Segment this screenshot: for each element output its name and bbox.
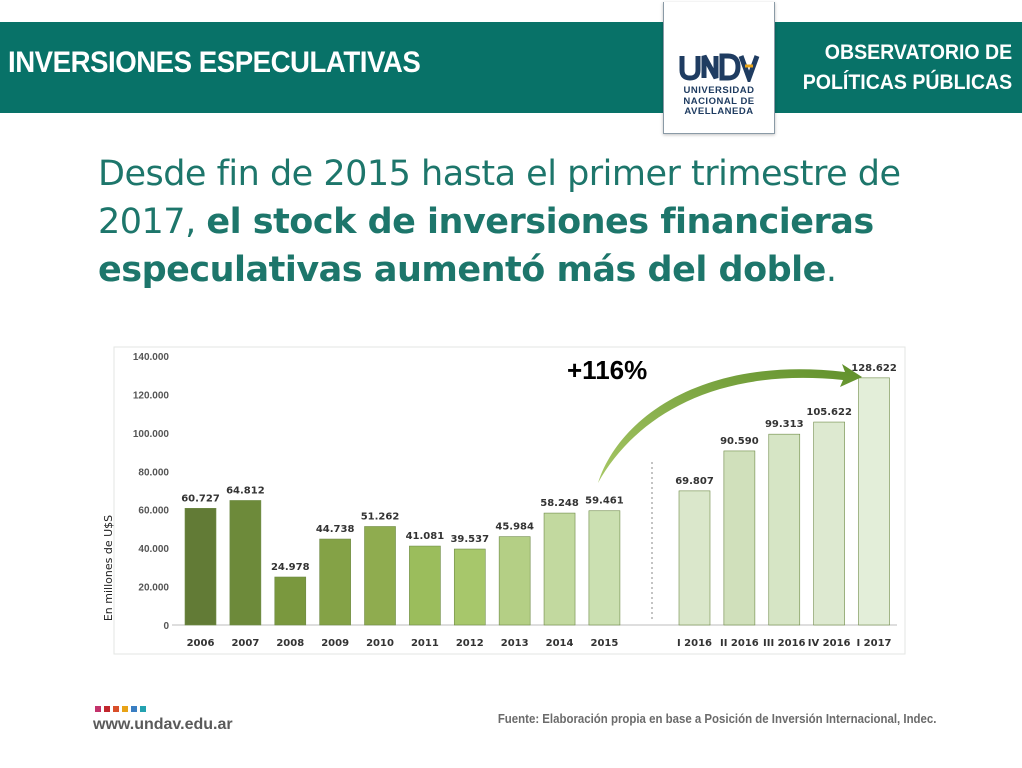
- data-label: 99.313: [765, 419, 804, 430]
- page-title: INVERSIONES ESPECULATIVAS: [8, 46, 421, 79]
- data-label: 58.248: [540, 498, 579, 509]
- bar: [678, 490, 711, 626]
- data-label: 64.812: [226, 485, 265, 496]
- x-tick-label: I 2017: [856, 638, 891, 649]
- y-tick-label: 0: [163, 621, 169, 632]
- headline-end: .: [825, 250, 837, 290]
- data-label: 45.984: [495, 522, 534, 533]
- brand-dot: [104, 706, 110, 712]
- x-tick-label: III 2016: [763, 638, 806, 649]
- brand-dot: [131, 706, 137, 712]
- y-axis-label: En millones de U$S: [102, 515, 115, 621]
- data-label: 24.978: [271, 562, 310, 573]
- x-tick-label: II 2016: [720, 638, 759, 649]
- bar: [858, 377, 890, 626]
- data-label: 105.622: [806, 407, 852, 418]
- x-tick-label: 2010: [366, 638, 394, 649]
- bar: [319, 538, 351, 626]
- bar: [453, 548, 486, 626]
- y-tick-label: 20.000: [138, 583, 169, 594]
- data-label: 51.262: [361, 512, 400, 523]
- logo-line1: UNIVERSIDAD: [683, 85, 755, 96]
- brand-dot: [140, 706, 146, 712]
- undav-logo-text: UNIVERSIDAD NACIONAL DE AVELLANEDA: [664, 85, 774, 118]
- bar: [813, 421, 845, 626]
- header-bar: [0, 22, 1022, 113]
- growth-arrow: [598, 364, 862, 483]
- x-tick-label: 2008: [276, 638, 304, 649]
- x-tick-label: 2009: [321, 638, 349, 649]
- undav-logo[interactable]: UNIVERSIDAD NACIONAL DE AVELLANEDA: [663, 2, 775, 134]
- logo-line2: NACIONAL DE: [683, 95, 755, 107]
- bar: [723, 450, 756, 626]
- data-label: 90.590: [720, 436, 759, 447]
- x-tick-label: IV 2016: [808, 638, 851, 649]
- org-name-line2: POLÍTICAS PÚBLICAS: [802, 71, 1012, 94]
- undav-logo-mark: [679, 53, 760, 82]
- bar: [498, 536, 531, 626]
- x-tick-label: 2013: [501, 638, 529, 649]
- data-label: 128.622: [851, 363, 897, 374]
- bar: [184, 508, 217, 626]
- y-tick-label: 60.000: [138, 506, 169, 517]
- y-tick-label: 80.000: [138, 467, 169, 478]
- x-tick-label: 2007: [231, 638, 259, 649]
- headline: Desde fin de 2015 hasta el primer trimes…: [98, 150, 978, 294]
- growth-annotation: +116%: [567, 355, 647, 385]
- data-label: 69.807: [675, 476, 714, 487]
- brand-dot: [122, 706, 128, 712]
- org-name-line1: OBSERVATORIO DE: [824, 41, 1012, 64]
- x-tick-label: 2011: [411, 638, 439, 649]
- bar: [229, 500, 262, 626]
- headline-bold: el stock de inversiones financieras espe…: [98, 202, 874, 290]
- brand-dot: [95, 706, 101, 712]
- data-label: 41.081: [406, 531, 445, 542]
- y-tick-label: 120.000: [133, 390, 170, 401]
- x-tick-label: I 2016: [677, 638, 712, 649]
- y-tick-label: 100.000: [133, 429, 170, 440]
- logo-line3: AVELLANEDA: [684, 106, 754, 117]
- bar: [768, 433, 801, 626]
- bar: [274, 576, 307, 626]
- x-tick-label: 2014: [546, 638, 574, 649]
- brand-dot: [113, 706, 119, 712]
- y-tick-label: 40.000: [138, 544, 169, 555]
- bar: [588, 510, 621, 626]
- x-tick-label: 2006: [187, 638, 215, 649]
- data-label: 44.738: [316, 524, 355, 535]
- bar: [364, 526, 396, 626]
- headline-part1: Desde fin de 2015 hasta el primer trimes…: [98, 154, 901, 242]
- footer-url-link[interactable]: www.undav.edu.ar: [93, 716, 233, 733]
- data-label: 60.727: [181, 493, 220, 504]
- data-label: 39.537: [450, 534, 489, 545]
- org-name: OBSERVATORIO DE POLÍTICAS PÚBLICAS: [803, 38, 1012, 98]
- bar: [409, 545, 441, 626]
- data-label: 59.461: [585, 496, 624, 507]
- y-tick-label: 140.000: [133, 352, 170, 363]
- x-tick-label: 2012: [456, 638, 484, 649]
- footer-source: Fuente: Elaboración propia en base a Pos…: [497, 711, 936, 726]
- x-tick-label: 2015: [590, 638, 618, 649]
- bar: [543, 512, 576, 626]
